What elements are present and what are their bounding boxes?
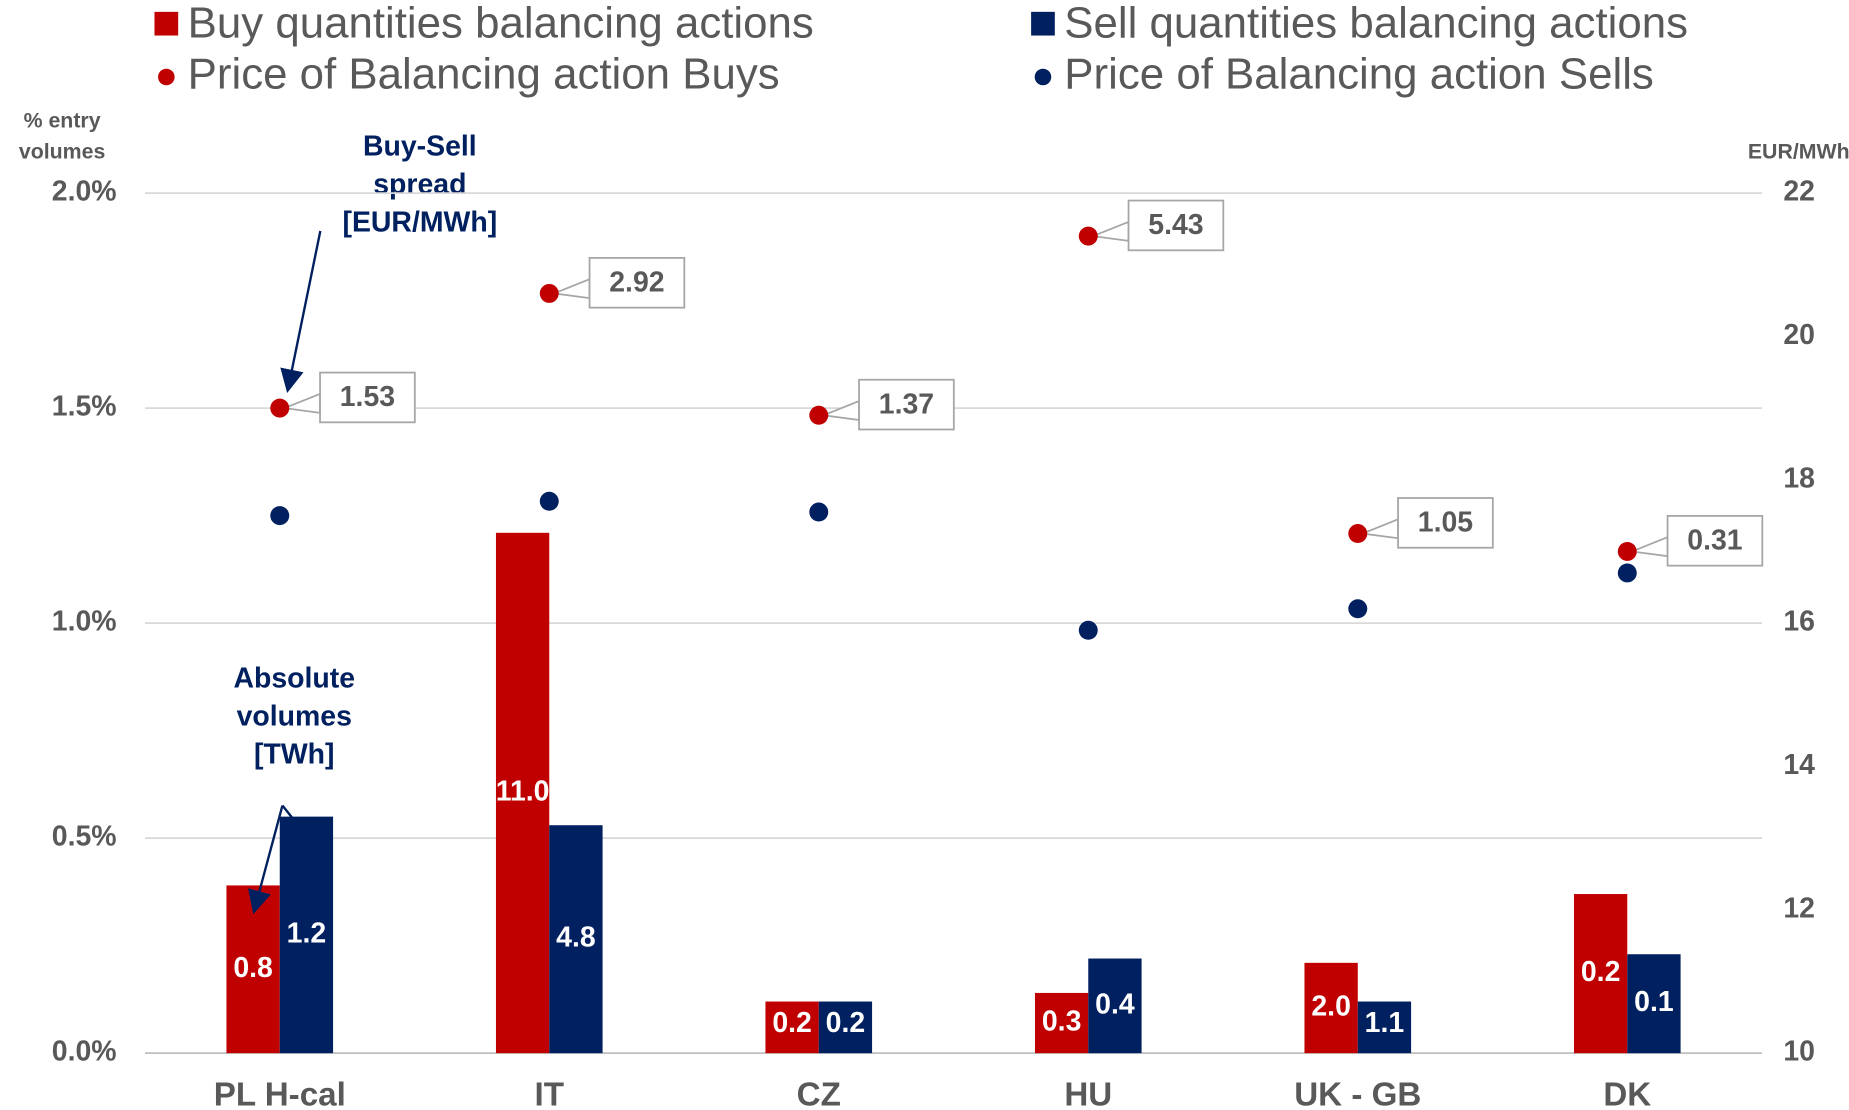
- data-label: 4.8: [556, 922, 596, 954]
- y2-axis-label: EUR/MWh: [1748, 139, 1849, 163]
- legend-swatch: [1031, 11, 1055, 36]
- spread-label: 2.92: [609, 266, 664, 298]
- annotation: [EUR/MWh]: [342, 206, 497, 238]
- y-tick-label: 0.0%: [52, 1036, 117, 1068]
- legend-swatch: [158, 68, 175, 86]
- price-dot: [270, 506, 290, 526]
- legend-swatch: [154, 11, 179, 36]
- callout-box: [1127, 199, 1225, 252]
- y-axis-label: volumes: [19, 139, 105, 163]
- annotation: spread: [373, 169, 466, 201]
- y-tick-label: 2.0%: [52, 176, 117, 208]
- annotation: Absolute: [233, 662, 355, 694]
- bar: [495, 532, 550, 1054]
- callout-box: [1666, 515, 1764, 567]
- bar: [1034, 992, 1089, 1054]
- callout-pointer: [820, 399, 860, 422]
- y2-tick-label: 18: [1783, 462, 1815, 494]
- bar: [1627, 954, 1681, 1054]
- price-dot: [1078, 226, 1098, 246]
- plot-area: 0.0% 0.5% 1.0% 1.5% 2.0% 10 12 14 16 18 20 22 PL H-c…: [52, 176, 1815, 1110]
- spread-label: 1.37: [879, 388, 934, 420]
- x-tick-label: HU: [1064, 1077, 1112, 1110]
- price-dot: [809, 405, 829, 425]
- y2-tick-label: 10: [1783, 1036, 1815, 1068]
- callout-box: [1397, 497, 1494, 549]
- y-tick-label: 1.0%: [52, 606, 117, 638]
- price-dot: [1078, 620, 1098, 640]
- x-tick-label: DK: [1603, 1077, 1651, 1110]
- annotation: [TWh]: [254, 738, 334, 770]
- callout-box: [858, 378, 955, 431]
- y2-tick-label: 12: [1783, 892, 1815, 924]
- annotation-arrow: [280, 230, 322, 394]
- y-tick-label: 0.5%: [52, 821, 117, 853]
- price-dot: [1348, 524, 1368, 544]
- bar: [765, 1001, 819, 1054]
- callout-box: [588, 257, 686, 309]
- bar: [1088, 958, 1142, 1054]
- spread-label: 1.53: [340, 381, 395, 413]
- price-dot: [539, 283, 559, 303]
- data-label: 0.3: [1042, 1006, 1082, 1038]
- price-dot: [270, 398, 290, 418]
- y2-tick-label: 22: [1783, 176, 1815, 208]
- data-label: 0.4: [1095, 988, 1135, 1020]
- data-label: 0.2: [772, 1007, 812, 1039]
- data-label: 0.8: [233, 952, 273, 984]
- annotation-arrow: [281, 804, 293, 819]
- annotation: Buy-Sell: [363, 131, 477, 163]
- data-label: 0.1: [1634, 986, 1674, 1018]
- annotation-arrow: [247, 805, 284, 915]
- callout-pointer: [1628, 535, 1669, 558]
- x-tick-label: UK - GB: [1294, 1077, 1421, 1110]
- y2-tick-label: 16: [1783, 606, 1815, 638]
- spread-label: 5.43: [1148, 209, 1203, 241]
- bar: [279, 816, 334, 1054]
- bar: [1357, 1001, 1412, 1054]
- price-dot: [1617, 563, 1637, 583]
- legend-label: Buy quantities balancing actions: [188, 0, 814, 48]
- legend-label: Price of Balancing action Buys: [188, 50, 780, 99]
- y2-tick-label: 14: [1783, 749, 1815, 781]
- data-label: 2.0: [1311, 991, 1351, 1023]
- callout-box: [319, 371, 416, 424]
- annotation: volumes: [237, 700, 352, 732]
- bar: [549, 825, 603, 1054]
- data-label: 0.2: [1581, 956, 1621, 988]
- x-tick-label: PL H-cal: [214, 1077, 346, 1110]
- price-dot: [539, 491, 559, 511]
- x-tick-label: IT: [535, 1077, 564, 1110]
- bar: [818, 1001, 873, 1054]
- y-axis-label: % entry: [24, 109, 101, 133]
- legend-label: Price of Balancing action Sells: [1064, 50, 1654, 99]
- bar: [1573, 894, 1628, 1054]
- price-dot: [809, 502, 829, 522]
- data-label: 11.0: [496, 775, 550, 807]
- callout-pointer: [281, 392, 321, 414]
- bar: [1304, 962, 1358, 1054]
- x-tick-label: CZ: [797, 1077, 841, 1110]
- price-dot: [1617, 541, 1637, 561]
- price-dot: [1348, 599, 1368, 619]
- callout-pointer: [1359, 518, 1399, 540]
- data-label: 1.1: [1365, 1007, 1405, 1039]
- data-label: 0.2: [826, 1007, 866, 1039]
- data-label: 1.2: [287, 917, 327, 949]
- callout-pointer: [550, 277, 591, 300]
- spread-label: 1.05: [1418, 507, 1474, 539]
- legend-label: Sell quantities balancing actions: [1064, 0, 1688, 48]
- callout-pointer: [1089, 220, 1130, 242]
- spread-label: 0.31: [1687, 524, 1743, 556]
- legend-swatch: [1034, 68, 1052, 86]
- y2-tick-label: 20: [1783, 319, 1815, 351]
- y-tick-label: 1.5%: [52, 391, 117, 423]
